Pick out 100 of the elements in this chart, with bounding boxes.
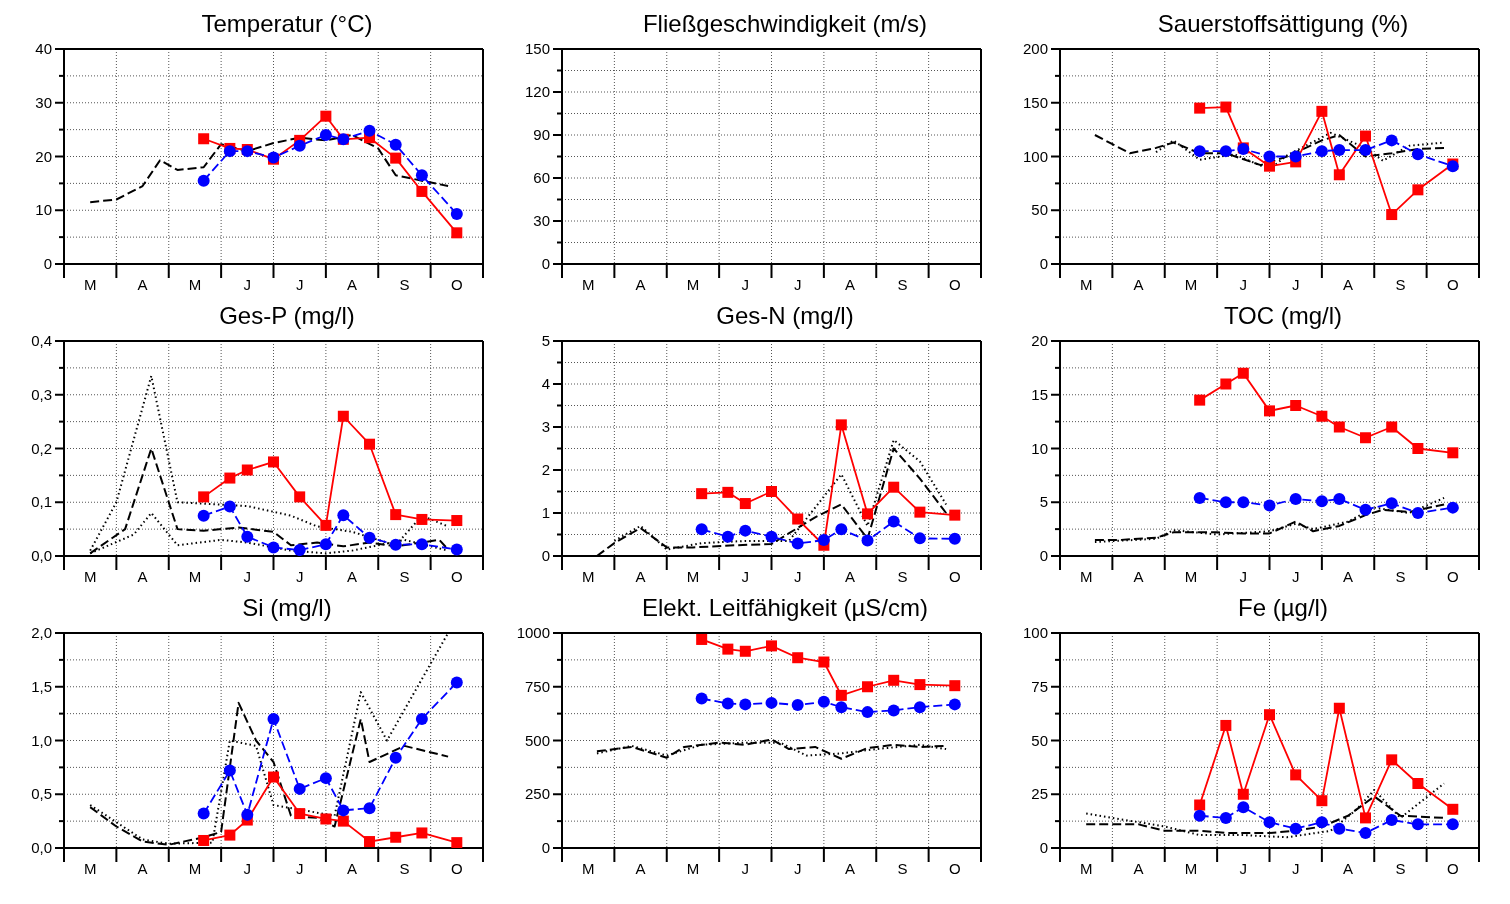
- x-tick-label: S: [897, 568, 908, 585]
- y-tick-label: 100: [1022, 147, 1048, 165]
- x-tick-label: J: [295, 276, 304, 293]
- y-tick-label: 0,4: [31, 332, 52, 349]
- y-tick-label: 25: [1031, 785, 1048, 803]
- x-tick-label: A: [137, 860, 148, 877]
- x-tick-label: M: [1079, 568, 1093, 585]
- x-tick-label: J: [243, 276, 252, 293]
- x-tick-label: S: [399, 860, 410, 877]
- y-tick-label: 3: [541, 418, 550, 435]
- x-tick-label: A: [347, 276, 358, 293]
- chart-title: Si (mg/l): [241, 593, 333, 623]
- x-tick-label: O: [450, 860, 463, 877]
- x-tick-label: M: [188, 860, 202, 877]
- x-tick-label: J: [1239, 860, 1248, 877]
- x-tick-label: A: [845, 568, 856, 585]
- x-tick-label: A: [635, 860, 646, 877]
- x-tick-label: S: [399, 276, 410, 293]
- y-tick-label: 150: [1022, 93, 1048, 111]
- y-tick-label: 50: [1031, 201, 1048, 219]
- y-tick-label: 50: [1031, 731, 1048, 749]
- y-tick-label: 5: [1039, 493, 1048, 511]
- x-tick-label: O: [1446, 860, 1459, 877]
- x-tick-label: S: [399, 568, 410, 585]
- y-tick-label: 200: [1022, 40, 1048, 57]
- x-tick-label: M: [188, 276, 202, 293]
- x-tick-label: A: [635, 276, 646, 293]
- x-tick-label: A: [1133, 860, 1144, 877]
- x-tick-label: J: [1291, 568, 1300, 585]
- x-tick-label: S: [897, 276, 908, 293]
- x-tick-label: M: [686, 568, 700, 585]
- x-tick-label: O: [1446, 568, 1459, 585]
- y-tick-label: 40: [35, 40, 52, 57]
- y-tick-label: 0: [1039, 839, 1048, 856]
- x-tick-label: M: [83, 276, 97, 293]
- y-tick-label: 2: [541, 461, 550, 478]
- y-tick-label: 90: [533, 126, 550, 143]
- x-tick-label: A: [137, 276, 148, 293]
- x-tick-label: J: [1291, 860, 1300, 877]
- chart-title: Ges-N (mg/l): [715, 301, 855, 331]
- y-tick-label: 500: [524, 731, 550, 749]
- y-tick-label: 0: [43, 255, 52, 272]
- x-tick-label: A: [1343, 276, 1354, 293]
- x-tick-label: A: [347, 860, 358, 877]
- chart-title: TOC (mg/l): [1222, 301, 1344, 331]
- x-tick-label: M: [581, 860, 595, 877]
- chart-title: Fließgeschwindigkeit (m/s): [641, 9, 929, 39]
- x-tick-label: J: [741, 568, 750, 585]
- x-tick-label: J: [741, 276, 750, 293]
- x-tick-label: M: [686, 860, 700, 877]
- x-tick-label: J: [295, 860, 304, 877]
- x-tick-label: M: [1184, 276, 1198, 293]
- x-tick-label: O: [948, 276, 961, 293]
- y-tick-label: 2,0: [31, 624, 52, 641]
- y-tick-label: 20: [1031, 332, 1048, 349]
- x-tick-label: A: [1133, 276, 1144, 293]
- x-tick-label: S: [1395, 276, 1406, 293]
- x-tick-label: J: [793, 568, 802, 585]
- chart-title: Temperatur (°C): [200, 9, 374, 39]
- y-tick-label: 0,1: [31, 493, 52, 511]
- chart-title: Ges-P (mg/l): [218, 301, 356, 331]
- x-tick-label: A: [137, 568, 148, 585]
- y-tick-label: 10: [35, 201, 52, 219]
- y-tick-label: 20: [35, 147, 52, 165]
- y-tick-label: 120: [524, 83, 550, 100]
- x-tick-label: J: [793, 860, 802, 877]
- x-tick-label: A: [845, 276, 856, 293]
- x-tick-label: M: [83, 860, 97, 877]
- x-tick-label: A: [1133, 568, 1144, 585]
- y-tick-label: 250: [524, 785, 550, 803]
- x-tick-label: J: [295, 568, 304, 585]
- x-tick-label: O: [1446, 276, 1459, 293]
- y-tick-label: 4: [541, 375, 550, 392]
- x-tick-label: O: [948, 860, 961, 877]
- x-tick-label: J: [243, 568, 252, 585]
- y-tick-label: 1,5: [31, 677, 52, 695]
- x-tick-label: A: [635, 568, 646, 585]
- y-tick-label: 75: [1031, 677, 1048, 695]
- y-tick-label: 750: [524, 677, 550, 695]
- x-tick-label: M: [581, 276, 595, 293]
- x-tick-label: O: [450, 276, 463, 293]
- x-tick-label: S: [1395, 568, 1406, 585]
- x-tick-label: J: [1239, 276, 1248, 293]
- y-tick-label: 0: [541, 255, 550, 272]
- x-tick-label: A: [347, 568, 358, 585]
- x-tick-label: S: [1395, 860, 1406, 877]
- x-tick-label: J: [243, 860, 252, 877]
- y-tick-label: 0,0: [31, 839, 52, 856]
- y-tick-label: 5: [541, 332, 550, 349]
- chart-title: Elekt. Leitfähigkeit (µS/cm): [641, 593, 929, 623]
- x-tick-label: S: [897, 860, 908, 877]
- x-tick-label: A: [845, 860, 856, 877]
- x-tick-label: J: [741, 860, 750, 877]
- x-tick-label: A: [1343, 860, 1354, 877]
- y-tick-label: 0,0: [31, 547, 52, 564]
- y-tick-label: 0,2: [31, 439, 52, 457]
- x-tick-label: M: [1184, 860, 1198, 877]
- y-tick-label: 1000: [516, 624, 550, 641]
- x-tick-label: M: [188, 568, 202, 585]
- chart-title: Fe (µg/l): [1237, 593, 1329, 623]
